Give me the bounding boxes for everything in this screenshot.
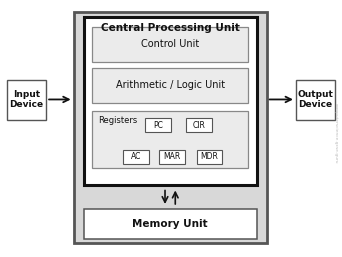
- Text: computerscience.gcse.guru: computerscience.gcse.guru: [334, 103, 338, 164]
- Bar: [197, 150, 222, 164]
- Bar: [74, 12, 267, 243]
- Bar: [92, 27, 248, 62]
- Text: CIR: CIR: [193, 121, 206, 130]
- Text: Arithmetic / Logic Unit: Arithmetic / Logic Unit: [116, 80, 225, 90]
- Bar: [159, 150, 185, 164]
- Bar: [84, 17, 256, 185]
- Text: Input
Device: Input Device: [10, 90, 43, 109]
- Bar: [84, 209, 256, 239]
- Text: Control Unit: Control Unit: [141, 39, 199, 49]
- Bar: [123, 150, 149, 164]
- Bar: [186, 118, 212, 132]
- Text: Memory Unit: Memory Unit: [132, 219, 208, 229]
- Text: Registers: Registers: [98, 116, 138, 125]
- Text: PC: PC: [153, 121, 163, 130]
- Bar: [92, 68, 248, 103]
- Bar: [92, 111, 248, 168]
- Bar: [7, 80, 46, 120]
- Bar: [145, 118, 171, 132]
- Text: Output
Device: Output Device: [298, 90, 333, 109]
- Text: AC: AC: [131, 152, 141, 161]
- Text: MDR: MDR: [200, 152, 219, 161]
- Bar: [296, 80, 335, 120]
- Text: Central Processing Unit: Central Processing Unit: [101, 23, 240, 33]
- Text: MAR: MAR: [163, 152, 181, 161]
